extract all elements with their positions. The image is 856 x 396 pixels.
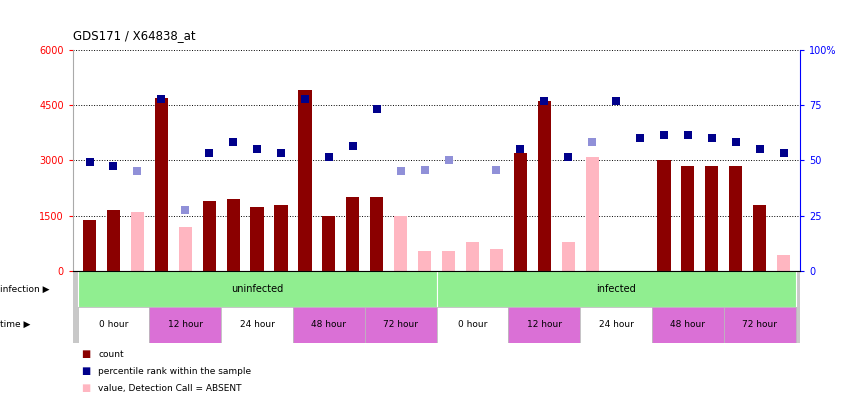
Bar [221, 307, 293, 343]
Bar [227, 199, 240, 271]
Bar [562, 242, 574, 271]
Point [514, 146, 527, 152]
Bar [753, 205, 766, 271]
Bar [179, 227, 192, 271]
Bar [131, 212, 144, 271]
Point [418, 166, 431, 173]
Text: GDS171 / X64838_at: GDS171 / X64838_at [73, 29, 195, 42]
Text: 12 hour: 12 hour [526, 320, 562, 329]
Bar [322, 216, 336, 271]
Bar [365, 307, 437, 343]
Point [370, 105, 383, 112]
Bar [729, 166, 742, 271]
Bar [394, 216, 407, 271]
Text: ■: ■ [81, 349, 91, 360]
Bar [442, 251, 455, 271]
Point [729, 139, 743, 145]
Bar [78, 307, 149, 343]
Bar [490, 249, 503, 271]
Text: count: count [98, 350, 124, 359]
Text: 72 hour: 72 hour [742, 320, 777, 329]
Text: 48 hour: 48 hour [312, 320, 347, 329]
Bar [78, 271, 437, 307]
Bar [155, 97, 168, 271]
Point [490, 166, 503, 173]
Point [776, 150, 790, 156]
Text: 24 hour: 24 hour [598, 320, 633, 329]
Point [705, 135, 719, 141]
Point [154, 96, 168, 103]
Bar [705, 166, 718, 271]
Point [226, 139, 240, 145]
Point [83, 159, 97, 166]
Text: 48 hour: 48 hour [670, 320, 705, 329]
Bar [149, 307, 221, 343]
Bar [724, 307, 795, 343]
Bar [514, 153, 527, 271]
Text: ■: ■ [81, 383, 91, 394]
Bar [203, 201, 216, 271]
Bar [466, 242, 479, 271]
Point [178, 207, 192, 213]
Bar [538, 101, 551, 271]
Text: value, Detection Call = ABSENT: value, Detection Call = ABSENT [98, 384, 242, 393]
Bar [586, 157, 598, 271]
Text: uninfected: uninfected [231, 284, 283, 294]
Bar [777, 255, 790, 271]
Text: time ▶: time ▶ [0, 320, 30, 329]
Point [202, 150, 216, 156]
Bar [83, 220, 96, 271]
Bar [657, 160, 670, 271]
Point [633, 135, 647, 141]
Text: 0 hour: 0 hour [98, 320, 128, 329]
Point [609, 98, 623, 105]
Bar [437, 307, 508, 343]
Point [130, 168, 144, 175]
Point [107, 163, 121, 169]
Text: percentile rank within the sample: percentile rank within the sample [98, 367, 252, 376]
Text: infected: infected [596, 284, 636, 294]
Bar [299, 90, 312, 271]
Point [538, 98, 551, 105]
Point [298, 96, 312, 103]
Text: 0 hour: 0 hour [458, 320, 487, 329]
Bar [652, 307, 724, 343]
Point [681, 131, 695, 138]
Point [250, 146, 264, 152]
Bar [508, 307, 580, 343]
Point [442, 157, 455, 164]
Bar [251, 207, 264, 271]
Point [394, 168, 407, 175]
Point [586, 139, 599, 145]
Point [322, 154, 336, 160]
Point [752, 146, 766, 152]
Bar [346, 197, 360, 271]
Bar [370, 197, 383, 271]
Point [657, 131, 671, 138]
Bar [580, 307, 652, 343]
Text: 24 hour: 24 hour [240, 320, 275, 329]
Point [274, 150, 288, 156]
Bar [293, 307, 365, 343]
Bar [275, 205, 288, 271]
Bar [418, 251, 431, 271]
Point [346, 143, 360, 149]
Text: infection ▶: infection ▶ [0, 285, 50, 293]
Text: 72 hour: 72 hour [383, 320, 419, 329]
Bar [437, 271, 795, 307]
Bar [107, 210, 120, 271]
Text: ■: ■ [81, 366, 91, 377]
Bar [681, 166, 694, 271]
Text: 12 hour: 12 hour [168, 320, 203, 329]
Point [562, 154, 575, 160]
